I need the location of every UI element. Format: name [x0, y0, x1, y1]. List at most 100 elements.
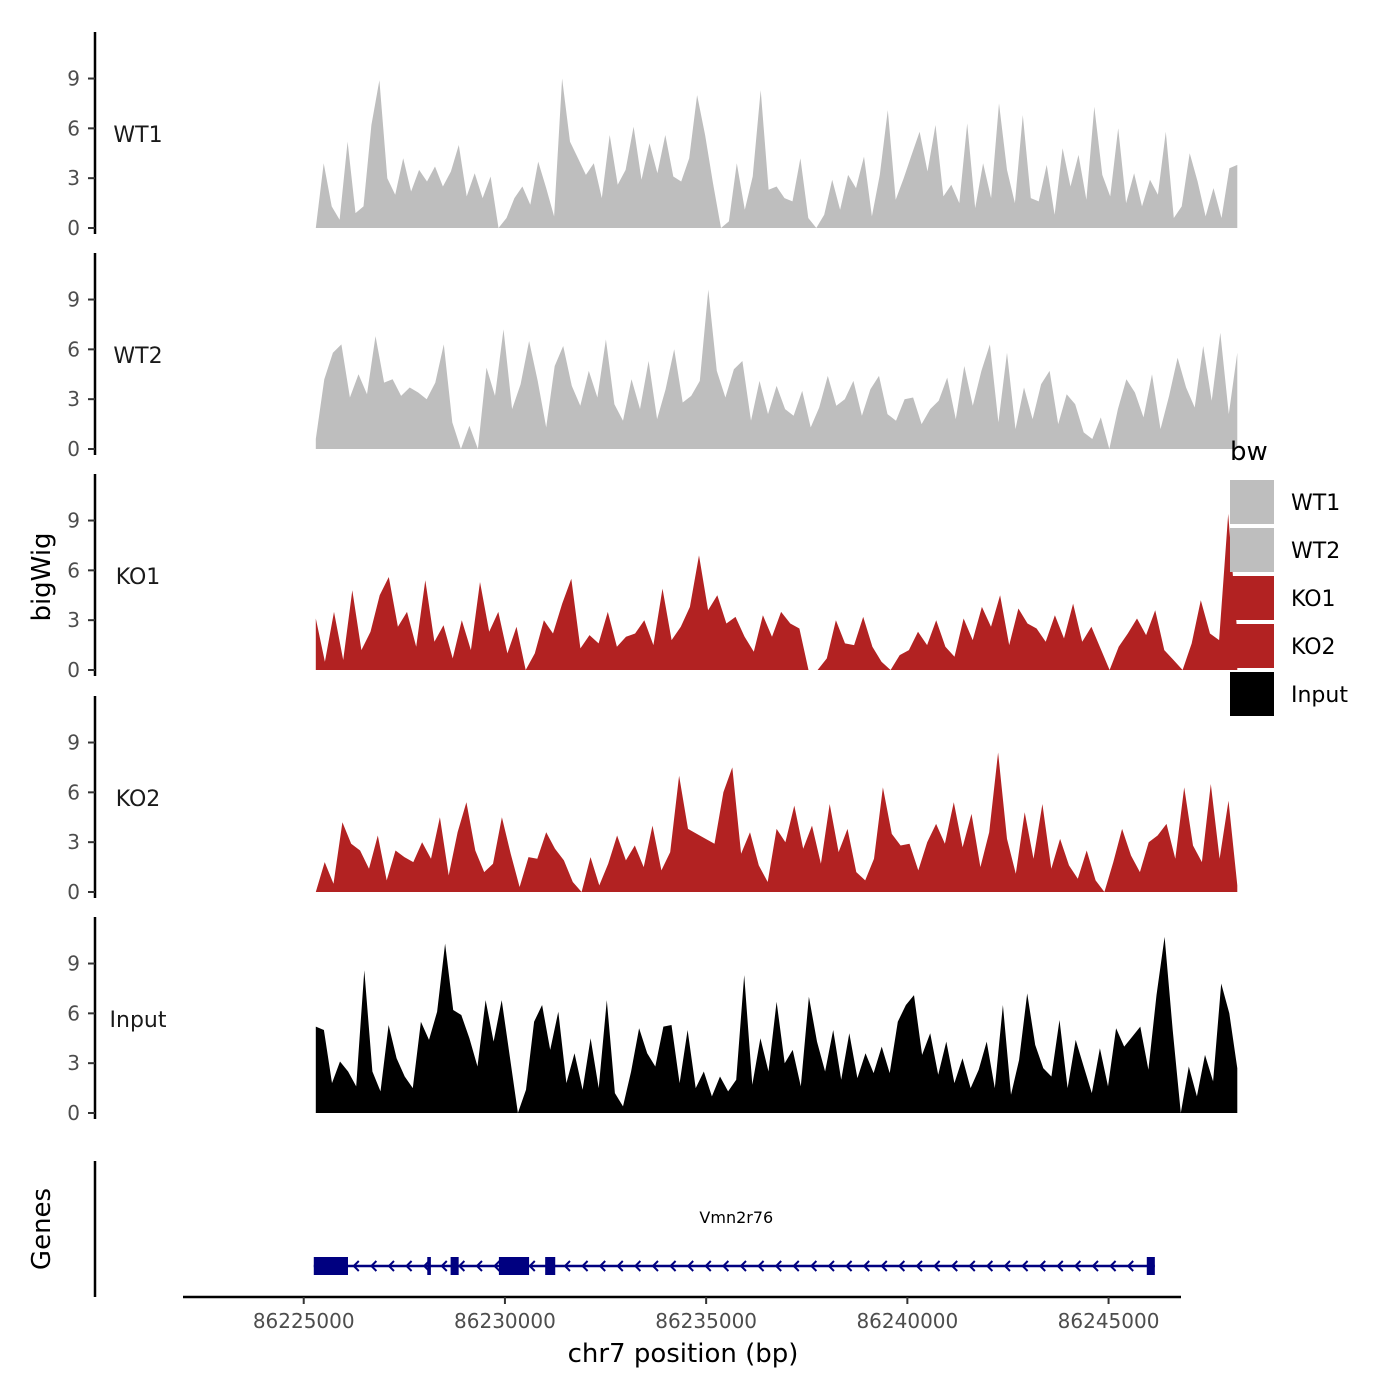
y-tick-label-Input-3: 3 [67, 1051, 80, 1075]
gene-exon-4 [545, 1257, 556, 1275]
gene-arrow [774, 1260, 782, 1272]
area-KO2 [315, 752, 1238, 892]
legend-swatch-KO1 [1230, 576, 1274, 620]
gene-arrow [369, 1260, 378, 1272]
y-tick-label-WT1-9: 9 [67, 67, 80, 91]
y-tick-label-WT2-6: 6 [67, 337, 80, 361]
area-WT2 [315, 289, 1238, 449]
track-label-WT1: WT1 [113, 123, 162, 148]
gene-arrow [739, 1260, 747, 1272]
legend-swatch-WT2 [1230, 528, 1274, 572]
legend-label-WT1: WT1 [1291, 491, 1340, 516]
y-tick-label-WT2-9: 9 [67, 288, 80, 312]
gene-arrow [968, 1260, 976, 1272]
legend-swatch-WT1 [1230, 480, 1274, 524]
track-Input: 0 3 6 9 Input [67, 917, 1238, 1125]
track-label-Input: Input [110, 1008, 167, 1033]
legend-label-KO1: KO1 [1291, 587, 1336, 612]
gene-exon-2 [450, 1257, 459, 1275]
x-tick-label-86230000: 86230000 [454, 1309, 556, 1333]
legend-title: bw [1230, 437, 1268, 467]
gene-arrow [475, 1260, 483, 1272]
y-tick-label-KO2-3: 3 [67, 830, 80, 854]
gene-exon-0 [313, 1257, 348, 1275]
track-label-KO1: KO1 [116, 565, 161, 590]
gene-arrow [880, 1260, 888, 1272]
gene-arrow [457, 1260, 466, 1272]
gene-arrow [757, 1260, 765, 1272]
gene-arrow [721, 1260, 730, 1272]
gene-arrow [1073, 1260, 1082, 1272]
gene-exon-5 [1146, 1257, 1155, 1275]
gene-arrow [704, 1260, 712, 1272]
y-tick-label-KO2-0: 0 [67, 880, 80, 904]
y-axis-title: bigWig [27, 532, 57, 621]
area-Input [315, 936, 1238, 1113]
y-tick-label-Input-6: 6 [67, 1001, 80, 1025]
gene-track: Vmn2r76 [93, 1161, 1155, 1297]
x-tick-label-86245000: 86245000 [1058, 1309, 1160, 1333]
y-tick-label-WT1-6: 6 [67, 116, 80, 140]
gene-arrow [985, 1260, 994, 1272]
gene-arrow [616, 1260, 624, 1272]
gene-arrow [669, 1260, 677, 1272]
gene-arrow [528, 1260, 536, 1272]
area-KO1 [315, 513, 1238, 670]
legend-label-WT2: WT2 [1291, 539, 1340, 564]
legend-swatch-KO2 [1230, 624, 1274, 668]
gene-arrow [686, 1260, 694, 1272]
gene-arrow [792, 1260, 800, 1272]
gene-exon-1 [427, 1257, 431, 1275]
y-tick-label-KO2-9: 9 [67, 731, 80, 755]
gene-arrow [845, 1260, 853, 1272]
y-tick-label-KO1-3: 3 [67, 608, 80, 632]
x-axis: 86225000 86230000 86235000 86240000 86245000 [183, 1295, 1181, 1333]
legend: bw WT1 WT2 KO1 KO2 Input [1230, 437, 1348, 716]
legend-label-KO2: KO2 [1291, 635, 1336, 660]
coverage-tracks: 0 3 6 9 WT1 0 3 6 9 WT2 0 3 6 9 KO1 0 3 6 9 KO2 0 3 6 9 Input [67, 32, 1238, 1125]
gene-arrow [827, 1260, 835, 1272]
y-tick-label-KO1-9: 9 [67, 509, 80, 533]
gene-arrow [493, 1260, 501, 1272]
gene-arrow [862, 1260, 870, 1272]
y-tick-label-WT2-0: 0 [67, 437, 80, 461]
gene-arrow [809, 1260, 818, 1272]
legend-swatch-Input [1230, 672, 1274, 716]
gene-arrow [387, 1260, 395, 1272]
gene-arrow [598, 1260, 606, 1272]
gene-arrow [1038, 1260, 1046, 1272]
genes-axis-title: Genes [27, 1188, 57, 1270]
gene-arrow [405, 1260, 413, 1272]
gene-arrow [1021, 1260, 1029, 1272]
x-tick-label-86235000: 86235000 [655, 1309, 757, 1333]
gene-arrow [1056, 1260, 1064, 1272]
gene-arrow [897, 1260, 906, 1272]
y-tick-label-WT1-0: 0 [67, 216, 80, 240]
track-KO2: 0 3 6 9 KO2 [67, 696, 1238, 904]
y-tick-label-Input-0: 0 [67, 1101, 80, 1125]
y-tick-label-KO1-6: 6 [67, 558, 80, 582]
track-WT1: 0 3 6 9 WT1 [67, 32, 1238, 240]
y-tick-label-WT2-3: 3 [67, 387, 80, 411]
gene-name-label: Vmn2r76 [699, 1208, 773, 1227]
gene-arrow [633, 1260, 642, 1272]
gene-arrow [1126, 1260, 1134, 1272]
track-KO1: 0 3 6 9 KO1 [67, 474, 1238, 682]
gene-arrow [581, 1260, 589, 1272]
x-tick-label-86240000: 86240000 [856, 1309, 958, 1333]
track-label-KO2: KO2 [116, 787, 161, 812]
y-tick-label-KO2-6: 6 [67, 780, 80, 804]
x-tick-label-86225000: 86225000 [253, 1309, 355, 1333]
gene-arrow [1091, 1260, 1099, 1272]
y-tick-label-KO1-0: 0 [67, 658, 80, 682]
legend-label-Input: Input [1291, 683, 1348, 708]
gene-arrow [651, 1260, 659, 1272]
gene-arrow [933, 1260, 941, 1272]
y-tick-label-Input-9: 9 [67, 952, 80, 976]
area-WT1 [315, 78, 1238, 228]
track-label-WT2: WT2 [113, 344, 162, 369]
gene-arrow [352, 1260, 360, 1272]
gene-arrow [915, 1260, 923, 1272]
y-tick-label-WT1-3: 3 [67, 166, 80, 190]
